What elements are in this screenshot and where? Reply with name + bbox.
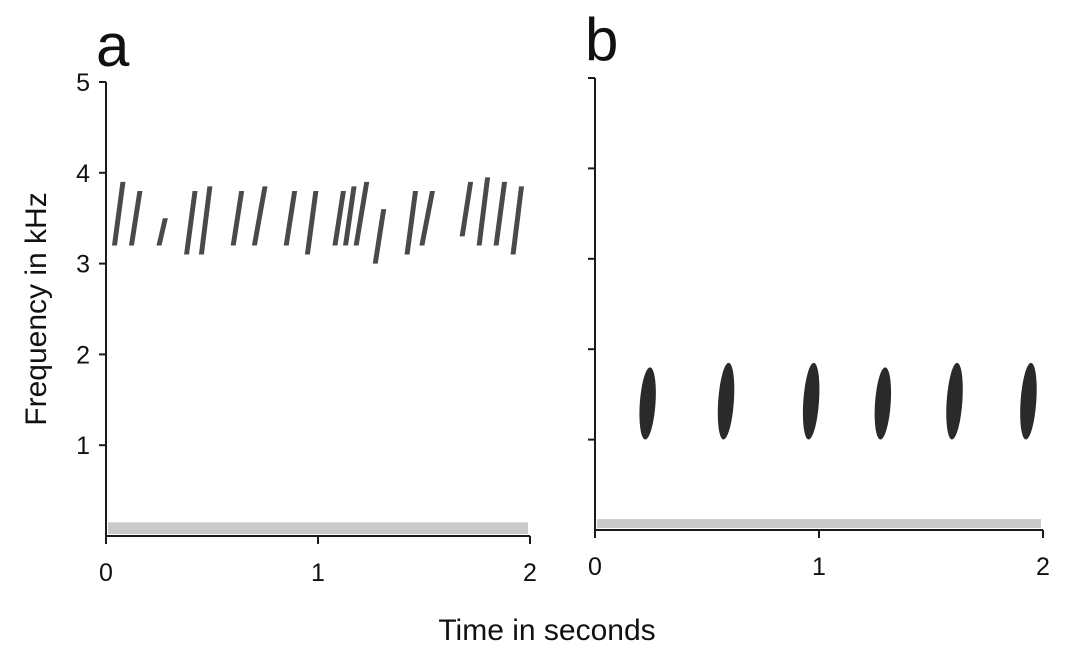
syllable-mark bbox=[404, 190, 419, 255]
syllable-mark bbox=[332, 190, 346, 246]
syllable-mark bbox=[283, 190, 298, 246]
y-tick-label: 1 bbox=[76, 432, 90, 460]
syllable-mark bbox=[372, 209, 387, 264]
syllable-mark bbox=[459, 181, 474, 237]
x-tick-label: 1 bbox=[812, 553, 826, 581]
panel-b: b 0 1 2 bbox=[585, 6, 1050, 581]
x-axis-title: Time in seconds bbox=[438, 614, 655, 647]
syllable-mark bbox=[717, 362, 735, 440]
syllable-mark bbox=[510, 186, 525, 255]
syllable-mark bbox=[639, 367, 656, 440]
x-tick-label: 0 bbox=[99, 559, 113, 587]
syllable-mark bbox=[198, 186, 213, 255]
y-tick-label: 5 bbox=[76, 69, 90, 97]
syllable-mark bbox=[946, 362, 963, 440]
syllable-mark bbox=[184, 190, 198, 255]
syllable-mark bbox=[419, 190, 435, 246]
noise-band bbox=[597, 519, 1041, 528]
y-axis-title: Frequency in kHz bbox=[20, 192, 53, 425]
y-tick-label: 2 bbox=[76, 341, 90, 369]
syllable-mark bbox=[156, 218, 168, 246]
x-tick-label: 2 bbox=[523, 559, 537, 587]
syllable-mark bbox=[1020, 362, 1037, 440]
syllable-mark bbox=[230, 190, 245, 246]
syllable-mark bbox=[353, 181, 370, 246]
syllable-mark bbox=[304, 190, 319, 255]
x-tick-label: 0 bbox=[588, 553, 602, 581]
panel-letter-b: b bbox=[585, 6, 618, 73]
noise-band bbox=[108, 522, 528, 534]
syllable-mark bbox=[251, 186, 268, 246]
syllable-mark bbox=[343, 186, 357, 246]
panel-a: a 1 2 3 4 5 0 1 2 bbox=[76, 12, 537, 587]
x-tick-label: 1 bbox=[311, 559, 325, 587]
syllable-mark bbox=[802, 362, 820, 440]
syllable-mark bbox=[128, 190, 143, 246]
syllable-mark bbox=[493, 181, 508, 246]
y-tick-label: 4 bbox=[76, 160, 90, 188]
panel-letter-a: a bbox=[96, 12, 130, 79]
syllable-mark bbox=[476, 177, 491, 246]
x-tick-label: 2 bbox=[1036, 553, 1050, 581]
syllable-mark bbox=[874, 367, 892, 440]
syllable-mark bbox=[111, 181, 126, 246]
y-tick-label: 3 bbox=[76, 251, 90, 279]
